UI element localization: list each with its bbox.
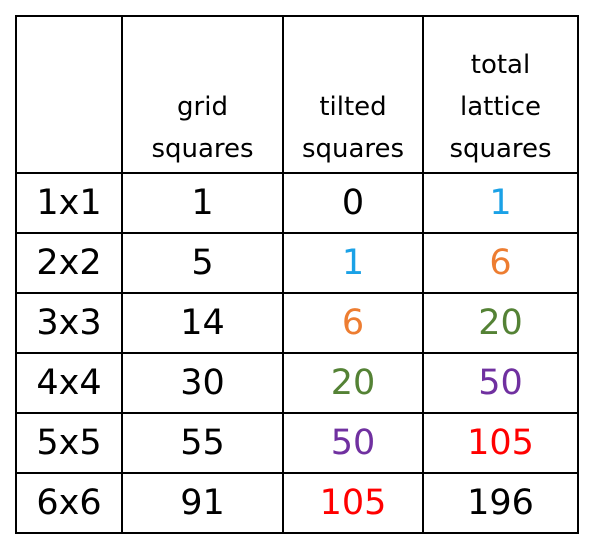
table-cell: 6 xyxy=(422,232,579,294)
row-label: 2x2 xyxy=(15,232,123,294)
lattice-table: grid squares tilted squares total lattice … xyxy=(15,15,579,534)
column-header-text: grid squares xyxy=(151,92,254,164)
column-header: tilted squares xyxy=(282,15,424,174)
column-header: grid squares xyxy=(121,15,284,174)
table-cell: 5 xyxy=(121,232,284,294)
table-cell: 105 xyxy=(282,472,424,534)
table-cell: 50 xyxy=(282,412,424,474)
row-label: 1x1 xyxy=(15,172,123,234)
column-header-text: total lattice squares xyxy=(449,50,552,164)
table-cell: 14 xyxy=(121,292,284,354)
table-row: 6x6 91 105 196 xyxy=(15,472,579,534)
row-label: 5x5 xyxy=(15,412,123,474)
table-cell: 0 xyxy=(282,172,424,234)
table-row: 3x3 14 6 20 xyxy=(15,292,579,354)
table-cell: 1 xyxy=(422,172,579,234)
table-body: 1x1 1 0 1 2x2 5 1 6 3x3 14 6 20 4x4 30 20 50 5x5 55 50 105 6… xyxy=(15,172,579,534)
table-row: 2x2 5 1 6 xyxy=(15,232,579,294)
table-cell: 196 xyxy=(422,472,579,534)
table-cell: 1 xyxy=(282,232,424,294)
table-cell: 55 xyxy=(121,412,284,474)
table-cell: 20 xyxy=(422,292,579,354)
header-row: grid squares tilted squares total lattice … xyxy=(15,15,579,174)
row-label: 4x4 xyxy=(15,352,123,414)
table-row: 5x5 55 50 105 xyxy=(15,412,579,474)
row-label: 6x6 xyxy=(15,472,123,534)
table-cell: 91 xyxy=(121,472,284,534)
table-row: 1x1 1 0 1 xyxy=(15,172,579,234)
row-label: 3x3 xyxy=(15,292,123,354)
table-cell: 20 xyxy=(282,352,424,414)
table-cell: 105 xyxy=(422,412,579,474)
table-cell: 1 xyxy=(121,172,284,234)
column-header-text: tilted squares xyxy=(301,92,405,164)
table-row: 4x4 30 20 50 xyxy=(15,352,579,414)
table-cell: 50 xyxy=(422,352,579,414)
table-cell: 30 xyxy=(121,352,284,414)
column-header: total lattice squares xyxy=(422,15,579,174)
table-cell: 6 xyxy=(282,292,424,354)
corner-cell xyxy=(15,15,123,174)
